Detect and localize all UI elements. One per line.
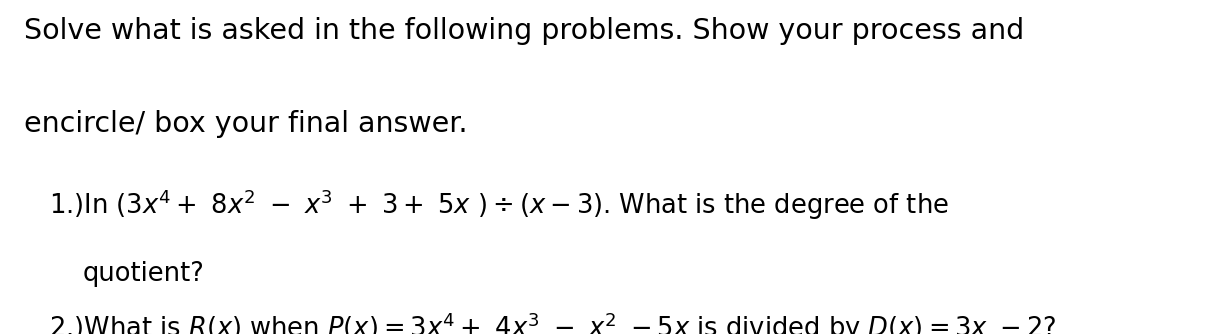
- Text: Solve what is asked in the following problems. Show your process and: Solve what is asked in the following pro…: [24, 17, 1024, 45]
- Text: encircle/ box your final answer.: encircle/ box your final answer.: [24, 110, 468, 138]
- Text: 1.)In $(3x^4 + \ 8x^2\ -\ x^3\ +\ 3 +\ 5x\ ) \div (x - 3)$. What is the degree o: 1.)In $(3x^4 + \ 8x^2\ -\ x^3\ +\ 3 +\ 5…: [49, 187, 949, 221]
- Text: 2.)What is $R(x)$ when $P(x) = 3x^4 +\ 4x^3\ -\ x^2\ - 5x$ is divided by $D(x) =: 2.)What is $R(x)$ when $P(x) = 3x^4 +\ 4…: [49, 311, 1056, 334]
- Text: quotient?: quotient?: [83, 261, 205, 287]
